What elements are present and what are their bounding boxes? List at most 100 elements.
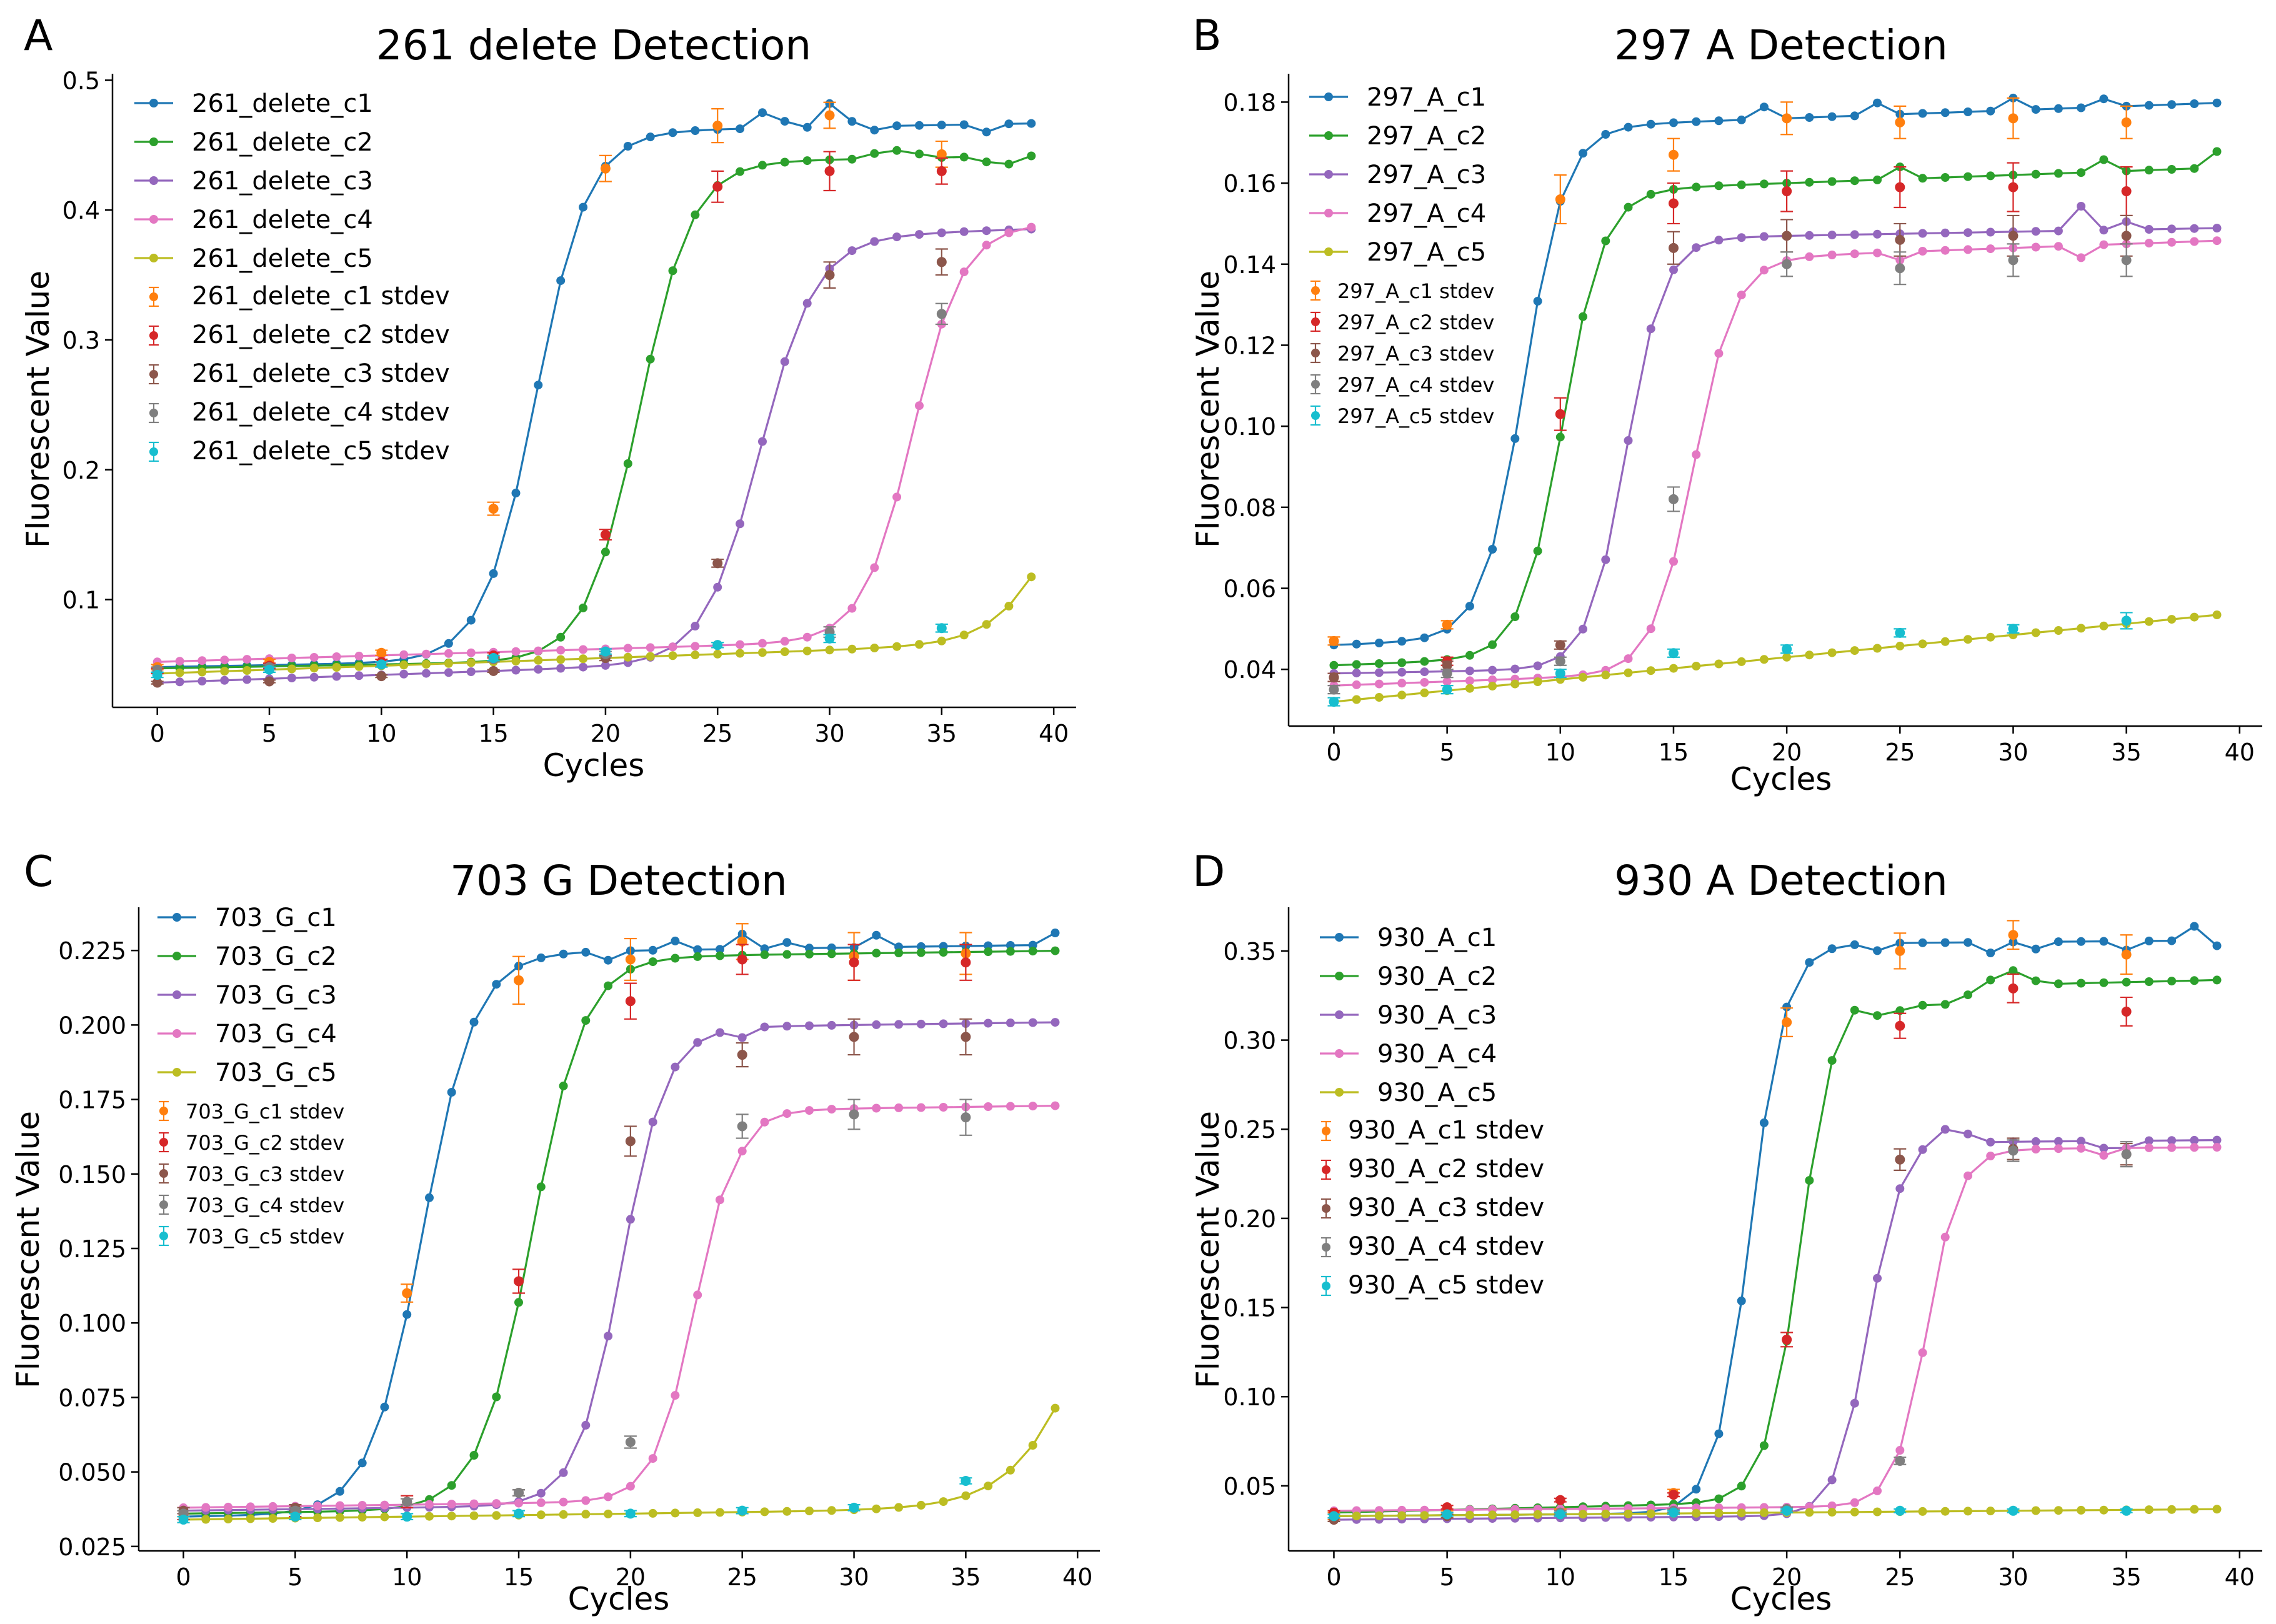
- data-point: [916, 1019, 926, 1029]
- data-point: [559, 1510, 568, 1519]
- error-point: [402, 1512, 412, 1522]
- data-point: [1420, 657, 1429, 666]
- data-point: [2054, 979, 2063, 989]
- error-point: [936, 309, 947, 319]
- data-point: [780, 117, 789, 126]
- data-point: [1827, 1475, 1837, 1485]
- data-point: [915, 121, 924, 130]
- error-point: [849, 1109, 859, 1120]
- data-point: [1759, 232, 1769, 241]
- data-point: [268, 1514, 277, 1523]
- data-point: [2144, 166, 2154, 175]
- data-point: [1873, 1507, 1882, 1517]
- y-tick-label: 0.5: [62, 67, 100, 94]
- x-tick-label: 40: [1039, 720, 1069, 747]
- x-tick-label: 0: [150, 720, 165, 747]
- data-point: [1510, 664, 1520, 674]
- data-point: [581, 1420, 591, 1430]
- data-point: [2212, 1143, 2222, 1152]
- data-point: [1397, 658, 1407, 667]
- x-tick-label: 20: [591, 720, 621, 747]
- data-point: [2212, 147, 2222, 156]
- y-axis-label: Fluorescent Value: [1190, 1111, 1226, 1388]
- legend-item: 261_delete_c1 stdev: [149, 282, 450, 311]
- data-point: [1533, 661, 1542, 670]
- data-point: [1827, 1508, 1837, 1517]
- legend-label: 930_A_c3: [1377, 1001, 1497, 1030]
- data-point: [982, 127, 991, 137]
- x-tick-label: 5: [287, 1563, 302, 1591]
- data-point: [1027, 151, 1036, 161]
- data-point: [1759, 266, 1769, 275]
- legend-marker: [172, 913, 181, 922]
- y-tick-label: 0.4: [62, 197, 100, 224]
- chart-title: 261 delete Detection: [376, 21, 811, 69]
- series-line: [1334, 1146, 2217, 1512]
- data-point: [2099, 978, 2109, 987]
- error-point: [152, 677, 162, 688]
- data-point: [469, 1511, 479, 1520]
- data-point: [1964, 172, 1972, 181]
- data-point: [1827, 944, 1837, 954]
- data-point: [2054, 1506, 2063, 1515]
- error-point: [1442, 660, 1452, 670]
- legend-item: 261_delete_c5: [134, 244, 373, 273]
- data-point: [1624, 654, 1633, 664]
- data-point: [693, 945, 702, 954]
- data-point: [1051, 1101, 1060, 1110]
- data-point: [1940, 246, 1950, 255]
- data-point: [1397, 667, 1407, 677]
- data-point: [1601, 670, 1610, 680]
- data-point: [224, 1515, 233, 1523]
- data-point: [892, 492, 902, 502]
- series-line: [1334, 97, 2217, 646]
- data-point: [1918, 1145, 1927, 1154]
- legend-marker: [149, 215, 158, 224]
- data-point: [246, 1514, 255, 1523]
- data-point: [313, 1502, 322, 1510]
- data-point: [782, 1022, 792, 1031]
- legend-item: 297_A_c5 stdev: [1310, 404, 1494, 428]
- error-series-5: [1327, 1505, 2133, 1522]
- series-line: [183, 1407, 1056, 1521]
- data-point: [332, 652, 341, 661]
- data-point: [2077, 937, 2086, 946]
- error-point: [737, 1505, 747, 1516]
- data-point: [737, 1147, 747, 1156]
- data-point: [736, 519, 745, 529]
- data-point: [1940, 1000, 1950, 1009]
- data-point: [2099, 240, 2109, 249]
- legend-marker: [159, 1169, 168, 1178]
- error-point: [1442, 619, 1452, 630]
- data-point: [220, 675, 229, 685]
- data-point: [668, 266, 677, 276]
- series-line: [1334, 1128, 2217, 1521]
- data-point: [1850, 1005, 1859, 1015]
- panel-label: D: [1192, 847, 1225, 897]
- legend-marker: [1311, 349, 1320, 357]
- error-point: [625, 1136, 636, 1147]
- data-point: [2144, 1505, 2154, 1515]
- data-point: [422, 660, 431, 669]
- data-point: [802, 646, 812, 655]
- data-point: [175, 677, 184, 687]
- legend-label: 930_A_c5 stdev: [1348, 1271, 1544, 1300]
- data-point: [758, 639, 767, 648]
- data-point: [1964, 1171, 1972, 1180]
- data-point: [1850, 940, 1859, 949]
- data-point: [601, 547, 610, 557]
- data-point: [626, 1215, 635, 1224]
- data-point: [1624, 668, 1633, 677]
- y-tick-label: 0.225: [58, 937, 126, 965]
- error-point: [625, 996, 636, 1007]
- legend-item: 930_A_c3: [1320, 1001, 1497, 1030]
- data-point: [1669, 265, 1678, 274]
- data-point: [2190, 1135, 2199, 1145]
- legend-label: 297_A_c5 stdev: [1337, 404, 1494, 428]
- data-point: [1579, 312, 1587, 321]
- data-point: [1374, 679, 1384, 689]
- data-point: [1940, 1232, 1950, 1242]
- data-point: [2144, 936, 2154, 945]
- y-tick-label: 0.20: [1223, 1205, 1276, 1233]
- x-tick-label: 10: [1545, 1563, 1575, 1591]
